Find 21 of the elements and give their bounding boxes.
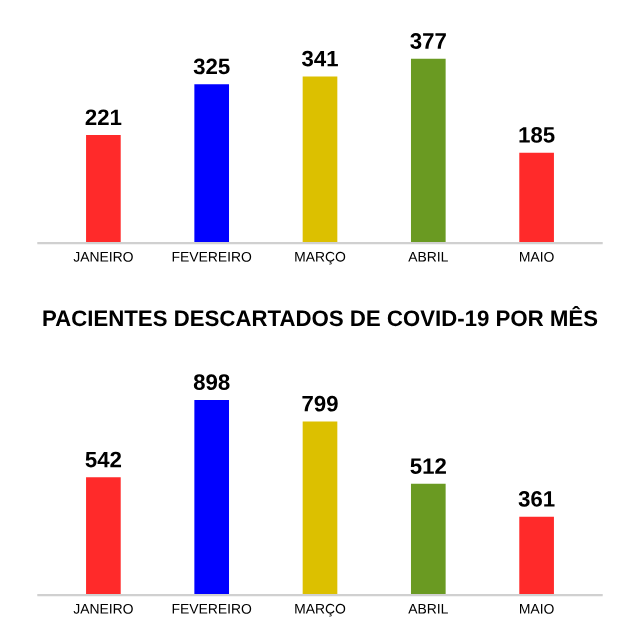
bar	[194, 84, 230, 244]
data-label: 361	[518, 491, 555, 507]
data-label: 185	[519, 127, 555, 143]
data-label: 512	[410, 458, 446, 474]
bar	[410, 483, 446, 596]
data-label: 221	[85, 109, 122, 125]
data-label: 325	[193, 58, 230, 75]
bar	[194, 399, 230, 596]
data-label: 898	[193, 374, 230, 390]
bar	[410, 58, 446, 244]
bar	[302, 76, 338, 244]
chart-title: PACIENTES DESCARTADOS DE COVID-19 POR MÊS	[43, 306, 598, 327]
bar	[519, 516, 554, 596]
bar	[302, 421, 338, 596]
data-label: 377	[410, 33, 446, 49]
bar	[86, 477, 121, 596]
data-label: 341	[301, 50, 338, 67]
bar	[86, 135, 121, 244]
data-label: 799	[302, 395, 338, 412]
data-label: 542	[85, 451, 122, 468]
bar	[519, 152, 554, 244]
